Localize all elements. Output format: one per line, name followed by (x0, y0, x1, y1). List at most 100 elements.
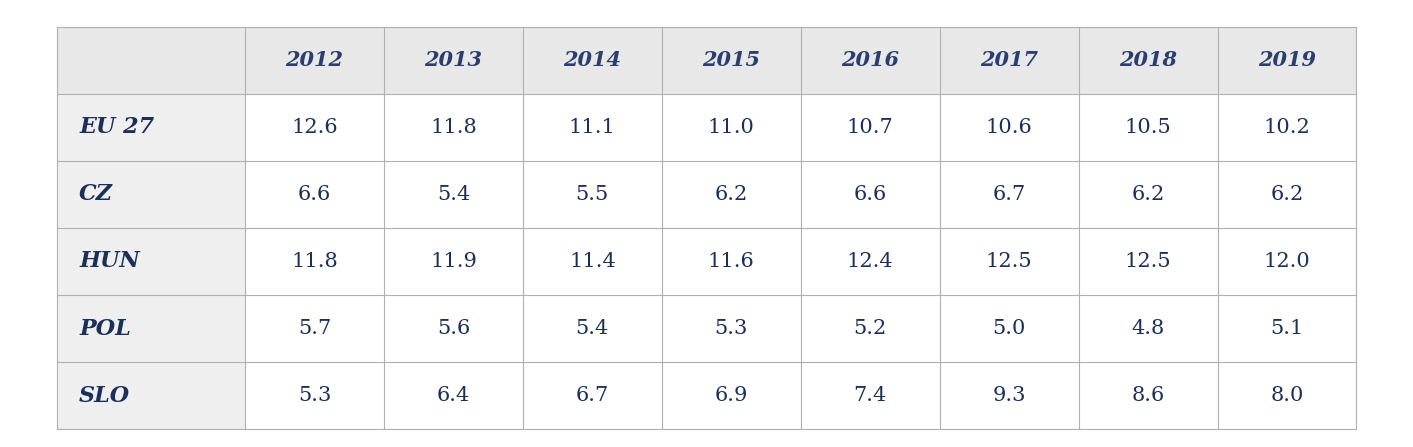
Bar (801, 362, 940, 429)
Text: 4.8: 4.8 (1132, 319, 1164, 338)
Text: 2012: 2012 (285, 51, 343, 70)
Text: 6.7: 6.7 (575, 386, 609, 405)
Bar (523, 27, 661, 94)
Text: 12.4: 12.4 (846, 252, 893, 271)
Bar (384, 161, 523, 228)
Text: 11.8: 11.8 (291, 252, 338, 271)
Bar (57, 362, 244, 429)
Bar (1078, 295, 1218, 362)
Text: 6.2: 6.2 (1132, 185, 1164, 204)
Bar (384, 27, 523, 94)
Text: 6.6: 6.6 (853, 185, 887, 204)
Text: 11.0: 11.0 (708, 118, 755, 137)
Bar (940, 27, 1078, 94)
Text: 11.8: 11.8 (430, 118, 476, 137)
Bar (244, 94, 384, 161)
Text: 5.2: 5.2 (853, 319, 887, 338)
Bar (523, 362, 661, 429)
Text: 2015: 2015 (702, 51, 760, 70)
Text: 2013: 2013 (424, 51, 482, 70)
Bar (1078, 27, 1218, 94)
Bar (523, 295, 661, 362)
Bar (244, 362, 384, 429)
Text: 11.6: 11.6 (708, 252, 755, 271)
Text: 5.0: 5.0 (992, 319, 1026, 338)
Bar (1218, 27, 1356, 94)
Bar (57, 228, 244, 295)
Text: 2016: 2016 (841, 51, 899, 70)
Bar (1218, 295, 1356, 362)
Text: 6.2: 6.2 (715, 185, 747, 204)
Text: 10.7: 10.7 (846, 118, 893, 137)
Text: 6.6: 6.6 (298, 185, 331, 204)
Text: 5.3: 5.3 (298, 386, 331, 405)
Bar (940, 295, 1078, 362)
Bar (661, 94, 801, 161)
Bar (940, 362, 1078, 429)
Bar (1218, 228, 1356, 295)
Text: 5.3: 5.3 (715, 319, 747, 338)
Bar (244, 228, 384, 295)
Text: EU 27: EU 27 (79, 116, 154, 139)
Text: SLO: SLO (79, 384, 130, 407)
Bar (57, 161, 244, 228)
Text: 10.6: 10.6 (986, 118, 1033, 137)
Text: HUN: HUN (79, 250, 140, 273)
Bar (661, 161, 801, 228)
Text: 9.3: 9.3 (992, 386, 1026, 405)
Text: 6.4: 6.4 (437, 386, 471, 405)
Bar (244, 161, 384, 228)
Text: POL: POL (79, 317, 131, 340)
Bar (1078, 362, 1218, 429)
Bar (384, 362, 523, 429)
Bar (661, 362, 801, 429)
Bar (661, 295, 801, 362)
Bar (57, 94, 244, 161)
Text: 12.0: 12.0 (1263, 252, 1310, 271)
Text: 6.9: 6.9 (715, 386, 747, 405)
Bar (801, 94, 940, 161)
Text: 11.4: 11.4 (569, 252, 616, 271)
Text: 6.7: 6.7 (992, 185, 1026, 204)
Bar (940, 228, 1078, 295)
Text: 8.6: 8.6 (1132, 386, 1164, 405)
Bar (1218, 161, 1356, 228)
Text: 6.2: 6.2 (1270, 185, 1304, 204)
Text: 11.9: 11.9 (430, 252, 476, 271)
Bar (940, 161, 1078, 228)
Text: 2017: 2017 (981, 51, 1039, 70)
Bar (57, 295, 244, 362)
Bar (1078, 228, 1218, 295)
Bar (801, 295, 940, 362)
Bar (801, 228, 940, 295)
Bar (801, 27, 940, 94)
Text: 2018: 2018 (1119, 51, 1177, 70)
Text: 5.7: 5.7 (298, 319, 331, 338)
Text: 5.6: 5.6 (437, 319, 471, 338)
Text: 2019: 2019 (1258, 51, 1316, 70)
Text: 2014: 2014 (564, 51, 622, 70)
Text: 8.0: 8.0 (1270, 386, 1304, 405)
Text: 5.1: 5.1 (1270, 319, 1304, 338)
Text: 10.2: 10.2 (1263, 118, 1310, 137)
Text: 12.5: 12.5 (1125, 252, 1171, 271)
Bar (1218, 362, 1356, 429)
Text: 12.5: 12.5 (986, 252, 1033, 271)
Bar (244, 295, 384, 362)
Bar (661, 228, 801, 295)
Text: 5.5: 5.5 (575, 185, 609, 204)
Text: 5.4: 5.4 (575, 319, 609, 338)
Bar (384, 94, 523, 161)
Bar (1078, 94, 1218, 161)
Bar (523, 228, 661, 295)
Bar (940, 94, 1078, 161)
Text: CZ: CZ (79, 183, 113, 206)
Bar (523, 94, 661, 161)
Bar (661, 27, 801, 94)
Bar (244, 27, 384, 94)
Bar (1218, 94, 1356, 161)
Bar (384, 228, 523, 295)
Bar (523, 161, 661, 228)
Bar (1078, 161, 1218, 228)
Text: 11.1: 11.1 (569, 118, 616, 137)
